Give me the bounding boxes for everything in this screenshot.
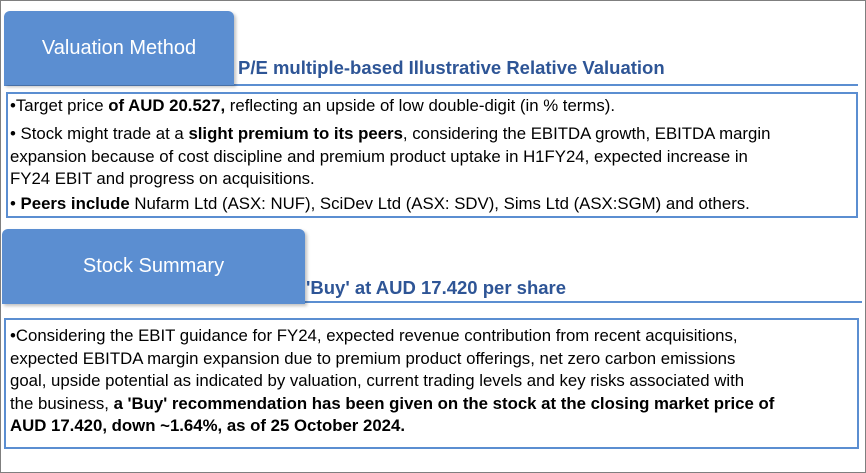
- valuation-bullet-peers: • Peers include Nufarm Ltd (ASX: NUF), S…: [10, 194, 750, 213]
- stock-summary-line-4: the business, a 'Buy' recommendation has…: [10, 393, 775, 413]
- stock-summary-line-5: AUD 17.420, down ~1.64%, as of 25 Octobe…: [10, 416, 405, 435]
- stock-summary-line-2: expected EBITDA margin expansion due to …: [10, 348, 736, 368]
- valuation-method-tab: Valuation Method: [4, 11, 234, 85]
- stock-summary-paragraph: •Considering the EBIT guidance for FY24,…: [10, 325, 774, 438]
- valuation-bullet-premium-line-1: • Stock might trade at a slight premium …: [10, 124, 771, 143]
- valuation-content-box: [6, 92, 858, 218]
- stock-summary-tab: Stock Summary: [2, 229, 305, 304]
- valuation-method-tab-label: Valuation Method: [41, 36, 197, 59]
- stock-summary-content-box: [4, 318, 859, 449]
- stock-summary-heading: 'Buy' at AUD 17.420 per share: [306, 277, 567, 298]
- valuation-bullet-premium-line-3: FY24 EBIT and progress on acquisitions.: [10, 169, 315, 188]
- valuation-bullet-premium-line-2: expansion because of cost discipline and…: [10, 146, 748, 166]
- stock-summary-heading-rule: [2, 301, 862, 303]
- valuation-heading-rule: [4, 84, 858, 86]
- stock-summary-line-1: •Considering the EBIT guidance for FY24,…: [10, 326, 738, 345]
- valuation-bullet-premium: • Stock might trade at a slight premium …: [10, 123, 770, 191]
- stock-summary-line-3: goal, upside potential as indicated by v…: [10, 371, 745, 390]
- valuation-bullet-target-price: •Target price of AUD 20.527, reflecting …: [10, 96, 615, 115]
- valuation-heading: P/E multiple-based Illustrative Relative…: [238, 57, 665, 78]
- stock-summary-tab-label: Stock Summary: [82, 255, 225, 277]
